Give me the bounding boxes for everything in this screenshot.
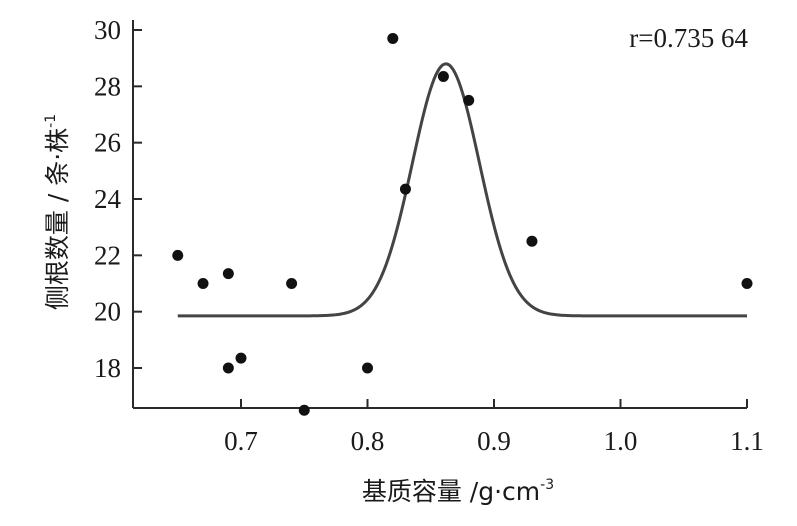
data-point [286, 278, 298, 289]
data-point [172, 249, 184, 261]
y-tick-label: 30 [94, 15, 121, 45]
axes [132, 20, 747, 409]
y-ticks: 18 20 22 24 26 28 30 [94, 15, 142, 383]
x-tick-label: 1.0 [604, 426, 638, 456]
data-point [741, 278, 753, 289]
x-tick-label: 0.9 [477, 426, 511, 456]
x-tick-label: 0.8 [351, 426, 385, 456]
y-axis-title: 侧根数量 / 条·株-1 [43, 114, 72, 310]
data-point [197, 278, 209, 289]
x-tick-label: 0.7 [224, 426, 258, 456]
y-axis-title-main: 侧根数量 / 条·株 [43, 128, 72, 310]
correlation-annotation: r=0.735 64 [629, 23, 748, 53]
y-tick-label: 18 [94, 353, 121, 383]
data-point [298, 404, 310, 416]
data-point [437, 70, 449, 82]
x-tick-label: 1.1 [730, 426, 764, 456]
data-point [526, 235, 538, 247]
y-tick-label: 20 [94, 297, 121, 327]
data-point [387, 32, 399, 44]
data-point [463, 94, 475, 106]
data-point [362, 362, 373, 374]
y-tick-label: 24 [94, 184, 122, 214]
x-axis-title: 基质容量 /g·cm-3 [362, 477, 554, 506]
y-tick-label: 26 [94, 128, 121, 158]
data-point [399, 183, 411, 195]
x-axis-title-main: 基质容量 /g·cm [362, 477, 540, 506]
y-axis-title-sup: -1 [43, 114, 59, 128]
y-tick-label: 28 [94, 71, 121, 101]
y-tick-label: 22 [94, 240, 121, 270]
x-axis-title-sup: -3 [540, 477, 554, 493]
data-point [222, 268, 234, 280]
x-ticks: 0.7 0.8 0.9 1.0 1.1 [224, 399, 764, 456]
data-points [172, 32, 753, 416]
fit-curve [177, 62, 747, 318]
data-point [222, 362, 234, 374]
data-point [235, 352, 247, 364]
